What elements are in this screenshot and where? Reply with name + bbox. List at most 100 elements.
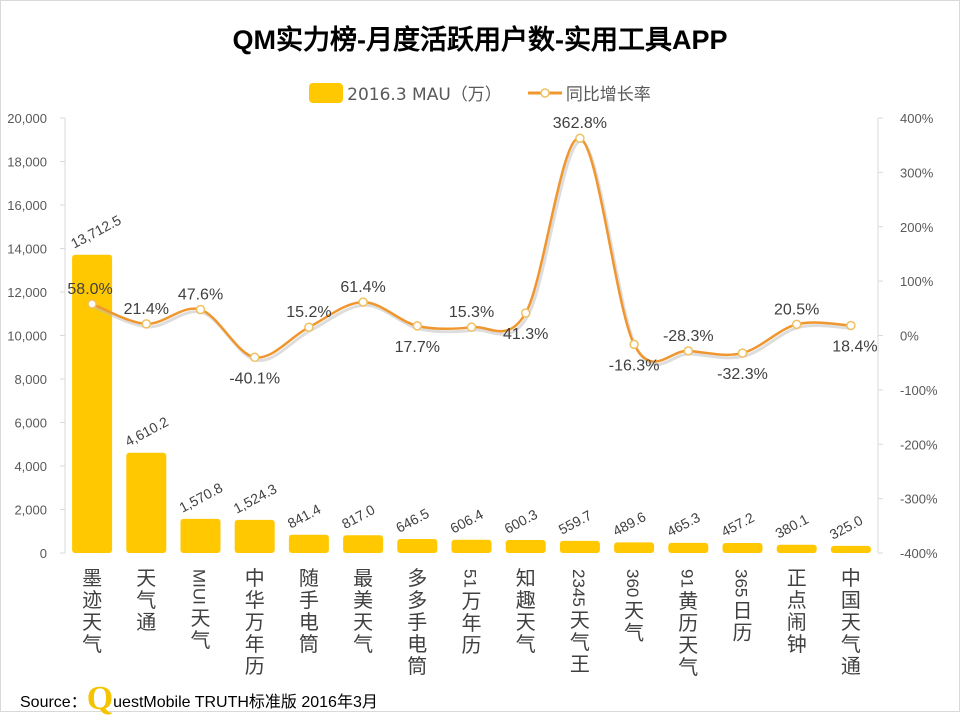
category-label-char: 最 <box>353 568 373 590</box>
category-label-char: 天 <box>841 612 861 634</box>
bar-10 <box>614 542 655 553</box>
growth-value-label: 20.5% <box>774 301 819 318</box>
category-label-char: 气 <box>570 631 590 654</box>
bar-0 <box>72 254 113 554</box>
left-tick-label: 14,000 <box>7 242 47 257</box>
bar-14 <box>830 545 871 553</box>
bar-value-label: 380.1 <box>773 511 812 542</box>
growth-value-label: 15.3% <box>449 304 494 321</box>
bar-value-label: 13,712.5 <box>68 212 124 252</box>
growth-value-label: -16.3% <box>609 357 660 374</box>
bar-5 <box>343 535 384 553</box>
growth-point-13 <box>791 319 802 330</box>
growth-value-label: -40.1% <box>229 370 280 387</box>
category-label-char: 天 <box>516 612 536 634</box>
right-tick-label: 0% <box>900 329 919 344</box>
left-tick-label: 4,000 <box>14 459 47 474</box>
category-label-char: 通 <box>136 611 156 634</box>
category-label-char: 墨 <box>82 568 102 590</box>
bar-6 <box>397 538 438 553</box>
legend-item-growth: 同比增长率 <box>527 80 651 105</box>
right-tick-label: 100% <box>900 274 934 289</box>
category-label-char: 天 <box>678 635 698 657</box>
category-label-char: 天 <box>136 568 156 590</box>
left-tick-label: 12,000 <box>7 285 47 300</box>
source-text: uestMobile TRUTH标准版 2016年3月 <box>113 694 378 711</box>
growth-point-0 <box>87 299 97 309</box>
bar-value-label: 1,570.8 <box>176 479 225 515</box>
left-tick-label: 2,000 <box>14 503 47 518</box>
source-note: Source： Q uestMobile TRUTH标准版 2016年3月 <box>20 682 378 716</box>
bar-8 <box>505 539 546 553</box>
growth-value-label: 47.6% <box>178 287 223 304</box>
growth-point-8 <box>520 308 531 318</box>
growth-point-1 <box>141 319 152 329</box>
bar-value-label: 646.5 <box>393 505 432 536</box>
bar-2 <box>180 518 221 553</box>
growth-value-label: 61.4% <box>340 279 385 296</box>
category-label-char: 随 <box>299 567 319 590</box>
bar-value-label: 489.6 <box>610 508 649 539</box>
category-label-char: 钟 <box>787 633 807 656</box>
category-label-char: 天 <box>82 612 102 634</box>
legend-label-mau: 2016.3 MAU（万） <box>347 85 502 105</box>
category-label-char: 中 <box>245 567 265 590</box>
category-label-char: 筒 <box>299 633 319 656</box>
growth-point-10 <box>629 339 639 350</box>
category-label-char: 气 <box>136 589 156 612</box>
growth-value-label: 41.3% <box>503 326 548 343</box>
growth-point-2 <box>195 304 206 315</box>
right-tick-label: -400% <box>900 546 938 561</box>
category-label-char: 历 <box>733 622 753 644</box>
growth-value-label: 58.0% <box>67 281 112 298</box>
bar-value-label: 606.4 <box>447 506 486 537</box>
category-label-char: 电 <box>299 611 319 634</box>
right-tick-label: -300% <box>900 492 938 507</box>
growth-point-12 <box>737 348 748 358</box>
left-tick-label: 16,000 <box>7 198 47 213</box>
legend-label-growth: 同比增长率 <box>565 85 651 105</box>
growth-value-label: 17.7% <box>395 339 440 356</box>
category-label-char: 天 <box>624 600 644 622</box>
bar-9 <box>559 540 600 553</box>
category-label-char: 日 <box>733 600 753 622</box>
left-tick-label: 0 <box>40 546 47 561</box>
category-label-char: 气 <box>353 633 373 656</box>
bar-value-label: 817.0 <box>339 501 378 532</box>
category-label-char: 迹 <box>82 589 102 612</box>
category-label-char: 通 <box>841 655 861 678</box>
category-label-char: 点 <box>787 589 807 612</box>
bar-11 <box>668 542 709 553</box>
bar-value-label: 457.2 <box>718 509 757 540</box>
legend-swatch-line <box>527 87 562 98</box>
category-label-char: 国 <box>841 590 861 612</box>
growth-value-label: 362.8% <box>553 115 607 132</box>
bar-3 <box>234 519 275 553</box>
category-label-run: 51 <box>461 569 480 588</box>
right-tick-label: 400% <box>900 111 934 126</box>
growth-line <box>91 137 851 363</box>
legend-swatch-bar <box>309 82 344 103</box>
growth-point-9 <box>575 133 585 143</box>
category-label-char: 气 <box>624 621 644 644</box>
category-label-char: 年 <box>245 633 265 656</box>
bar-value-label: 559.7 <box>556 507 595 538</box>
growth-point-4 <box>304 322 314 332</box>
growth-point-11 <box>683 346 694 356</box>
category-label-run: 91 <box>677 569 696 588</box>
category-label-char: 气 <box>191 629 211 652</box>
category-label-char: 天 <box>353 612 373 634</box>
bar-13 <box>776 544 817 553</box>
category-label-char: 知 <box>516 567 536 590</box>
category-label-char: 历 <box>678 613 698 635</box>
category-label-char: 筒 <box>407 655 427 678</box>
right-tick-label: -100% <box>900 383 938 398</box>
category-label-char: 手 <box>299 589 319 612</box>
left-tick-label: 6,000 <box>14 416 47 431</box>
bar-1 <box>126 452 167 553</box>
category-label-char: 气 <box>82 633 102 656</box>
category-label-char: 王 <box>570 654 590 676</box>
category-label-run: MIUI <box>190 569 209 605</box>
category-label-char: 多 <box>407 589 427 612</box>
